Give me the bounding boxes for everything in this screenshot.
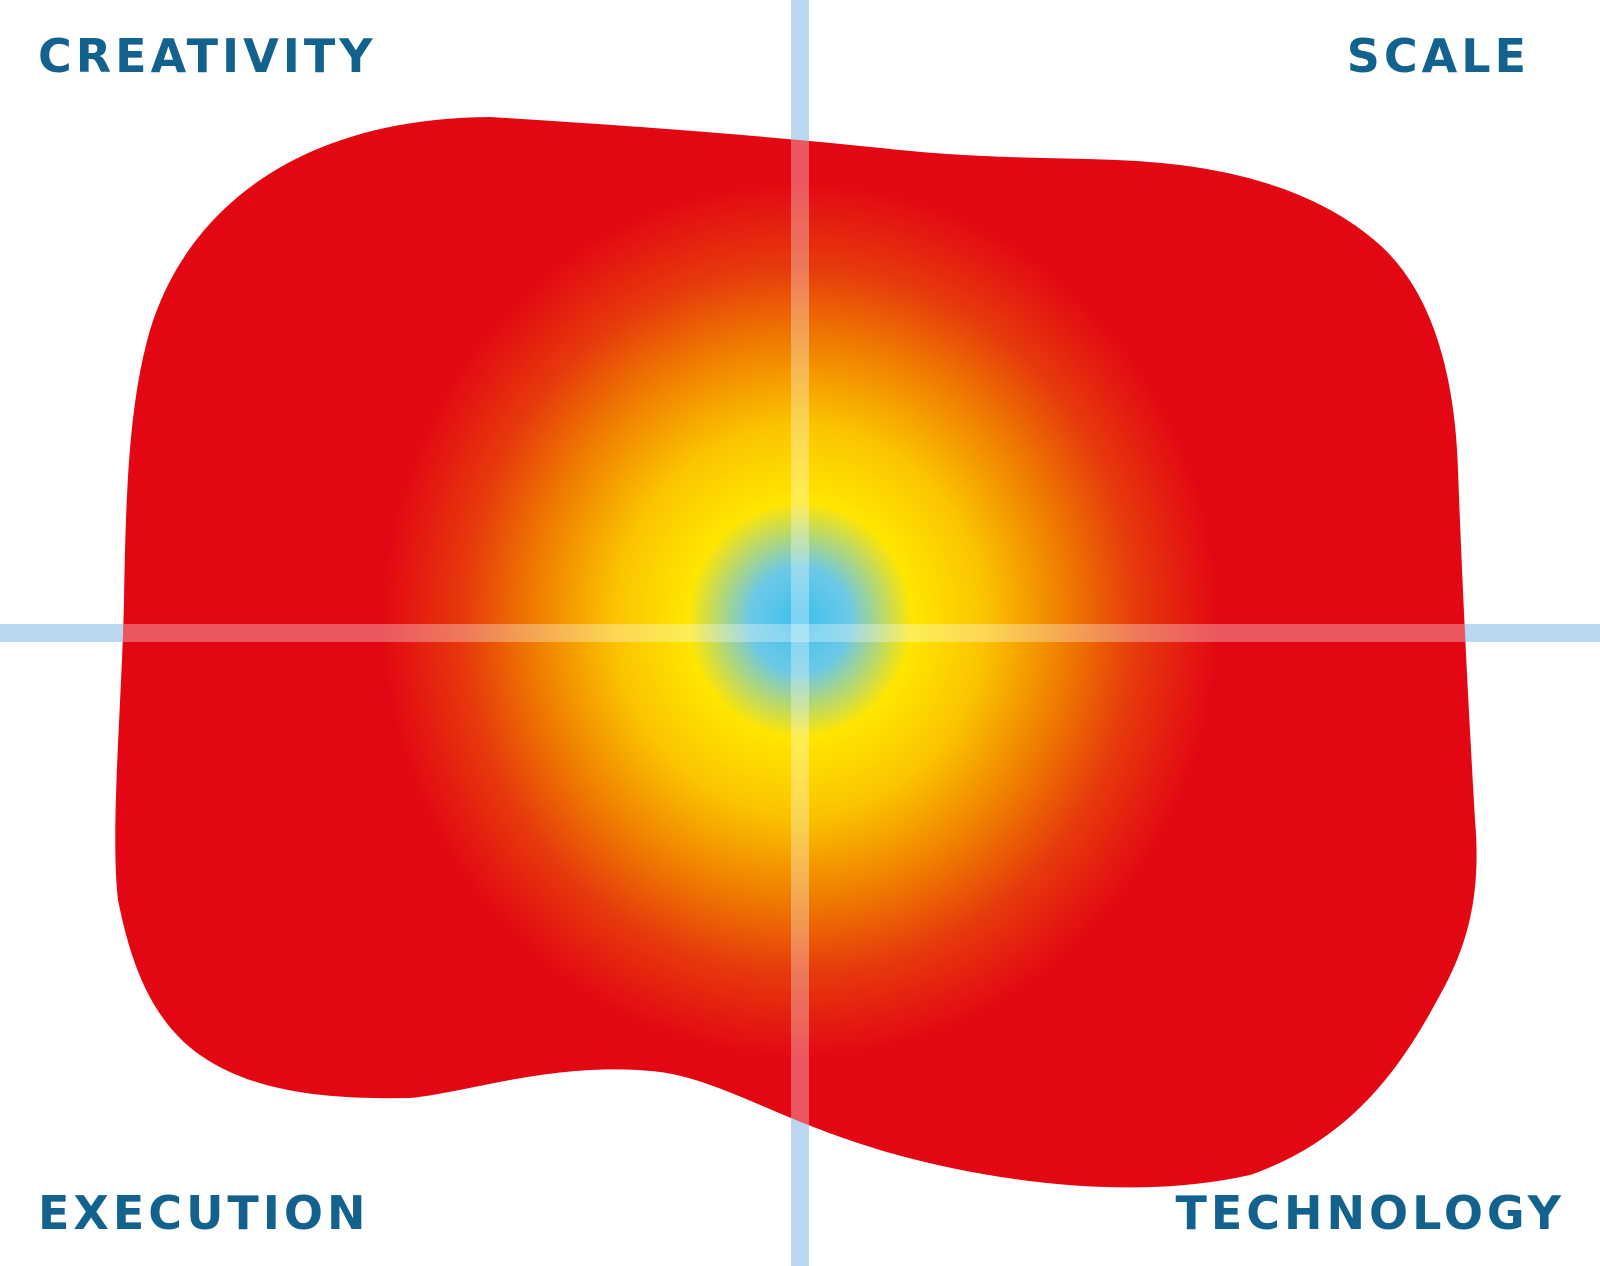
horizontal-axis-overlay <box>115 624 1477 642</box>
quadrant-label-execution: EXECUTION <box>38 1186 370 1240</box>
vertical-axis-overlay <box>791 117 809 1188</box>
quadrant-label-scale: SCALE <box>1346 29 1530 83</box>
quadrant-label-creativity: CREATIVITY <box>38 29 377 83</box>
quadrant-label-technology: TECHNOLOGY <box>1175 1186 1565 1240</box>
heat-blob <box>115 117 1477 1188</box>
